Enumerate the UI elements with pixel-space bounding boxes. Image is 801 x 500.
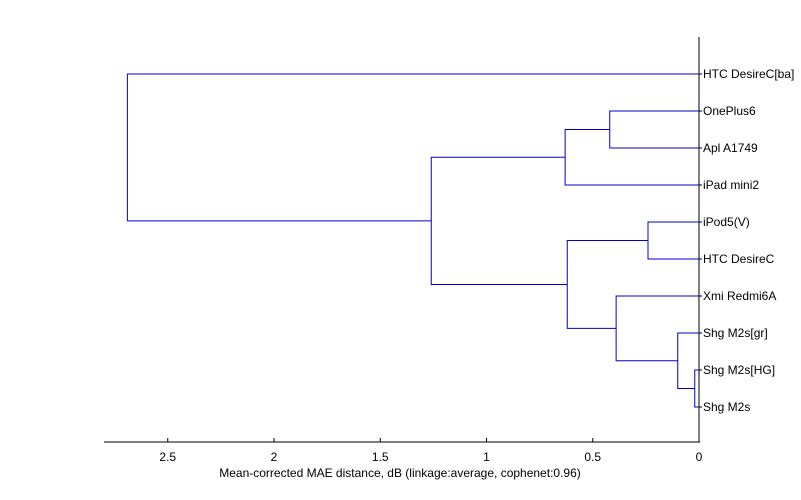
x-axis-title: Mean-corrected MAE distance, dB (linkage… <box>219 466 581 480</box>
leaf-label: Shg M2s[gr] <box>703 326 768 340</box>
dendrogram-link <box>694 369 699 408</box>
x-tick-label: 1.5 <box>372 450 389 464</box>
leaf-label: Xmi Redmi6A <box>703 289 776 303</box>
dendrogram-link <box>126 73 699 222</box>
leaf-label: OnePlus6 <box>703 104 756 118</box>
dendrogram-link <box>647 221 699 260</box>
dendrogram-link <box>430 156 568 285</box>
dendrogram-link <box>615 295 699 362</box>
leaf-label: Shg M2s <box>703 400 750 414</box>
x-tick-label: 1 <box>483 450 490 464</box>
x-tick-label: 0.5 <box>584 450 601 464</box>
x-tick-label: 0 <box>696 450 703 464</box>
leaf-label: iPad mini2 <box>703 178 759 192</box>
dendrogram-link <box>566 240 648 329</box>
dendrogram-link <box>677 332 699 389</box>
dendrogram-link <box>609 110 699 149</box>
x-axis: 2.5 2 1.5 1 0.5 0 <box>104 37 703 464</box>
leaf-labels: HTC DesireC[ba] OnePlus6 Apl A1749 iPad min… <box>703 67 794 414</box>
leaf-label: HTC DesireC[ba] <box>703 67 794 81</box>
leaf-label: Shg M2s[HG] <box>703 363 775 377</box>
x-tick-label: 2 <box>271 450 278 464</box>
dendrogram-links <box>126 73 699 408</box>
dendrogram-link <box>564 129 699 186</box>
leaf-label: Apl A1749 <box>703 141 758 155</box>
x-tick-label: 2.5 <box>159 450 176 464</box>
leaf-label: HTC DesireC <box>703 252 775 266</box>
leaf-label: iPod5(V) <box>703 215 750 229</box>
